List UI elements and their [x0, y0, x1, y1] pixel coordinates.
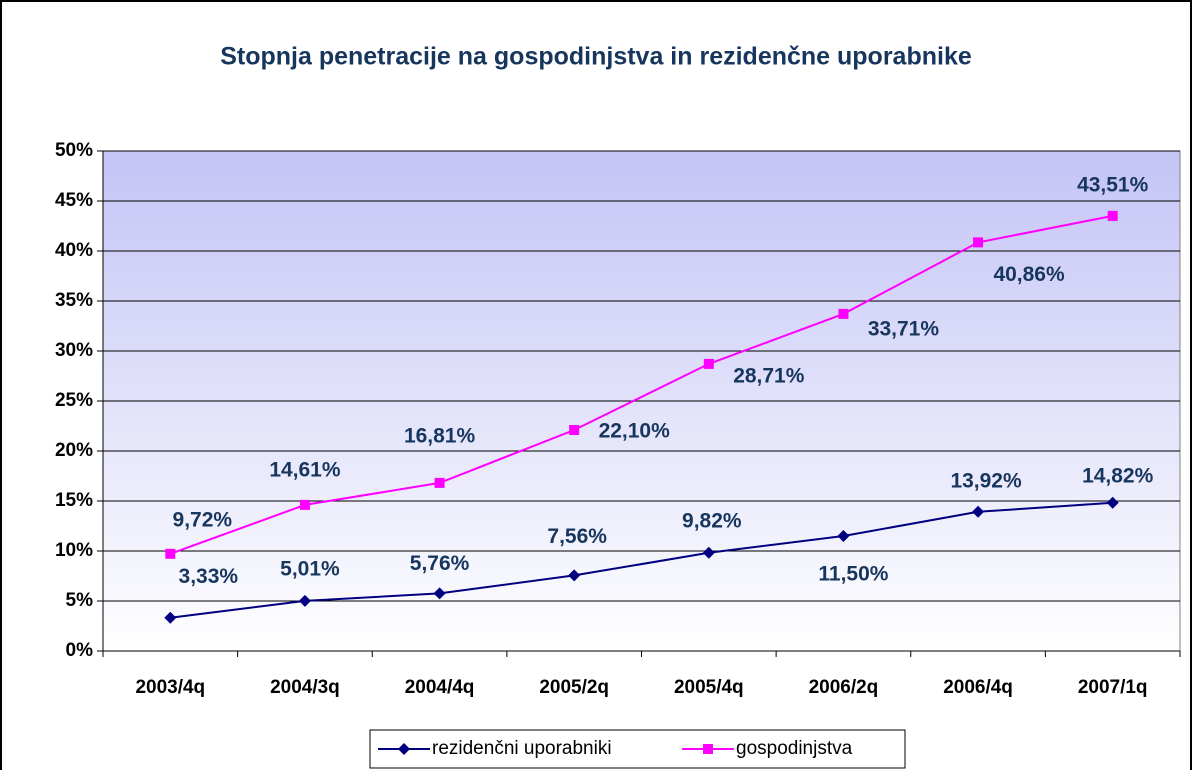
y-tick-label: 30% [55, 340, 93, 361]
legend-marker [398, 743, 410, 755]
y-tick-label: 15% [55, 490, 93, 511]
point [703, 358, 714, 369]
y-tick-label: 25% [55, 390, 93, 411]
y-tick-label: 5% [66, 590, 94, 611]
data-label: 7,56% [547, 525, 607, 548]
point [972, 505, 985, 518]
point [165, 548, 176, 559]
line [170, 501, 1113, 619]
data-label: 3,33% [179, 565, 239, 588]
data-label: 22,10% [599, 420, 671, 443]
data-label: 43,51% [1077, 173, 1149, 196]
y-tick-label: 10% [55, 540, 93, 561]
x-tick-label: 2004/3q [270, 677, 340, 698]
point [434, 477, 445, 488]
y-tick-label: 35% [55, 290, 93, 311]
legend-label: rezidenčni uporabniki [432, 738, 612, 759]
x-tick-label: 2006/4q [943, 677, 1013, 698]
data-label: 16,81% [404, 424, 476, 447]
x-tick-label: 2003/4q [135, 677, 205, 698]
point [568, 569, 581, 582]
legend-marker [703, 744, 713, 754]
data-label: 33,71% [868, 317, 940, 340]
point [973, 237, 984, 248]
line [169, 214, 1113, 555]
x-tick-label: 2004/4q [405, 677, 475, 698]
point [164, 611, 177, 624]
point [838, 308, 849, 319]
data-label: 11,50% [818, 563, 888, 586]
data-label: 28,71% [733, 364, 805, 387]
legend-label: gospodinjstva [736, 738, 853, 759]
chart-title: Stopnja penetracije na gospodinjstva in … [220, 43, 972, 71]
data-label: 40,86% [993, 263, 1065, 286]
data-label: 9,82% [682, 509, 742, 532]
y-tick-label: 50% [55, 140, 93, 161]
data-label: 13,92% [950, 469, 1022, 492]
point [837, 530, 850, 542]
x-tick-label: 2006/2q [809, 677, 879, 698]
legend [369, 729, 906, 769]
y-tick-label: 20% [55, 440, 93, 461]
point [702, 546, 715, 559]
point [1106, 496, 1119, 509]
data-label: 5,76% [410, 552, 470, 575]
data-label: 14,61% [269, 458, 341, 481]
point [433, 587, 446, 600]
x-tick-label: 2005/2q [539, 677, 609, 698]
y-tick-label: 40% [55, 240, 93, 261]
data-label: 14,82% [1082, 464, 1154, 487]
point [299, 499, 310, 510]
point [569, 425, 580, 435]
point [298, 594, 311, 607]
y-tick-label: 45% [55, 190, 93, 211]
point [1107, 210, 1118, 221]
x-tick-label: 2007/1q [1078, 677, 1148, 698]
y-tick-label: 0% [66, 640, 94, 661]
data-label: 5,01% [280, 557, 340, 580]
data-label: 9,72% [173, 508, 233, 531]
x-tick-label: 2005/4q [674, 677, 744, 698]
